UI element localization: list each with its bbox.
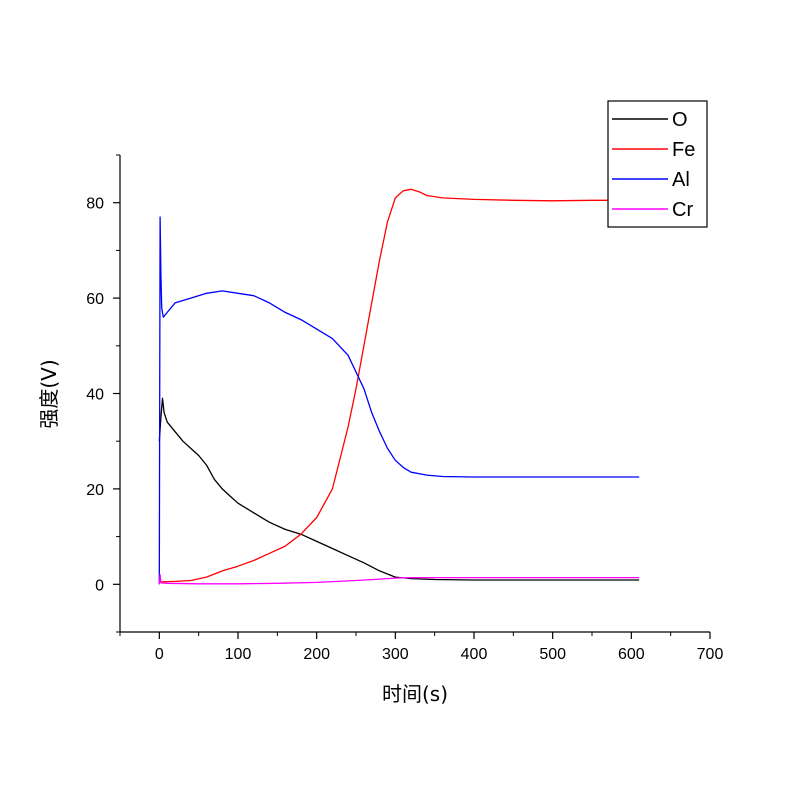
x-tick-label: 500 bbox=[539, 646, 566, 663]
legend-label-al: Al bbox=[672, 169, 690, 191]
series-line-fe bbox=[159, 188, 608, 583]
x-tick-label: 400 bbox=[461, 646, 488, 663]
series-line-al bbox=[158, 216, 640, 585]
y-tick-label: 80 bbox=[86, 196, 104, 213]
legend-label-o: O bbox=[672, 109, 688, 131]
y-tick-label: 0 bbox=[95, 577, 104, 594]
legend: O Fe Al Cr bbox=[607, 100, 708, 228]
series-line-o bbox=[158, 397, 640, 581]
x-tick-label: 200 bbox=[303, 646, 330, 663]
y-tick-label: 40 bbox=[86, 387, 104, 404]
x-axis-title: 时间(s) bbox=[382, 682, 448, 706]
legend-label-cr: Cr bbox=[672, 199, 693, 221]
y-tick-label: 20 bbox=[86, 482, 104, 499]
legend-label-fe: Fe bbox=[672, 139, 695, 161]
y-tick-label: 60 bbox=[86, 291, 104, 308]
legend-box bbox=[607, 100, 708, 228]
x-tick-label: 700 bbox=[697, 646, 724, 663]
x-tick-label: 300 bbox=[382, 646, 409, 663]
x-tick-label: 0 bbox=[155, 646, 164, 663]
x-tick-label: 100 bbox=[225, 646, 252, 663]
axes: 0 100 200 300 400 500 600 700 0 20 40 60 80 bbox=[86, 154, 724, 663]
y-axis-title: 强度(V) bbox=[37, 359, 61, 428]
x-tick-label: 600 bbox=[618, 646, 645, 663]
plot-lines bbox=[158, 188, 640, 585]
series-line-cr bbox=[158, 574, 640, 585]
